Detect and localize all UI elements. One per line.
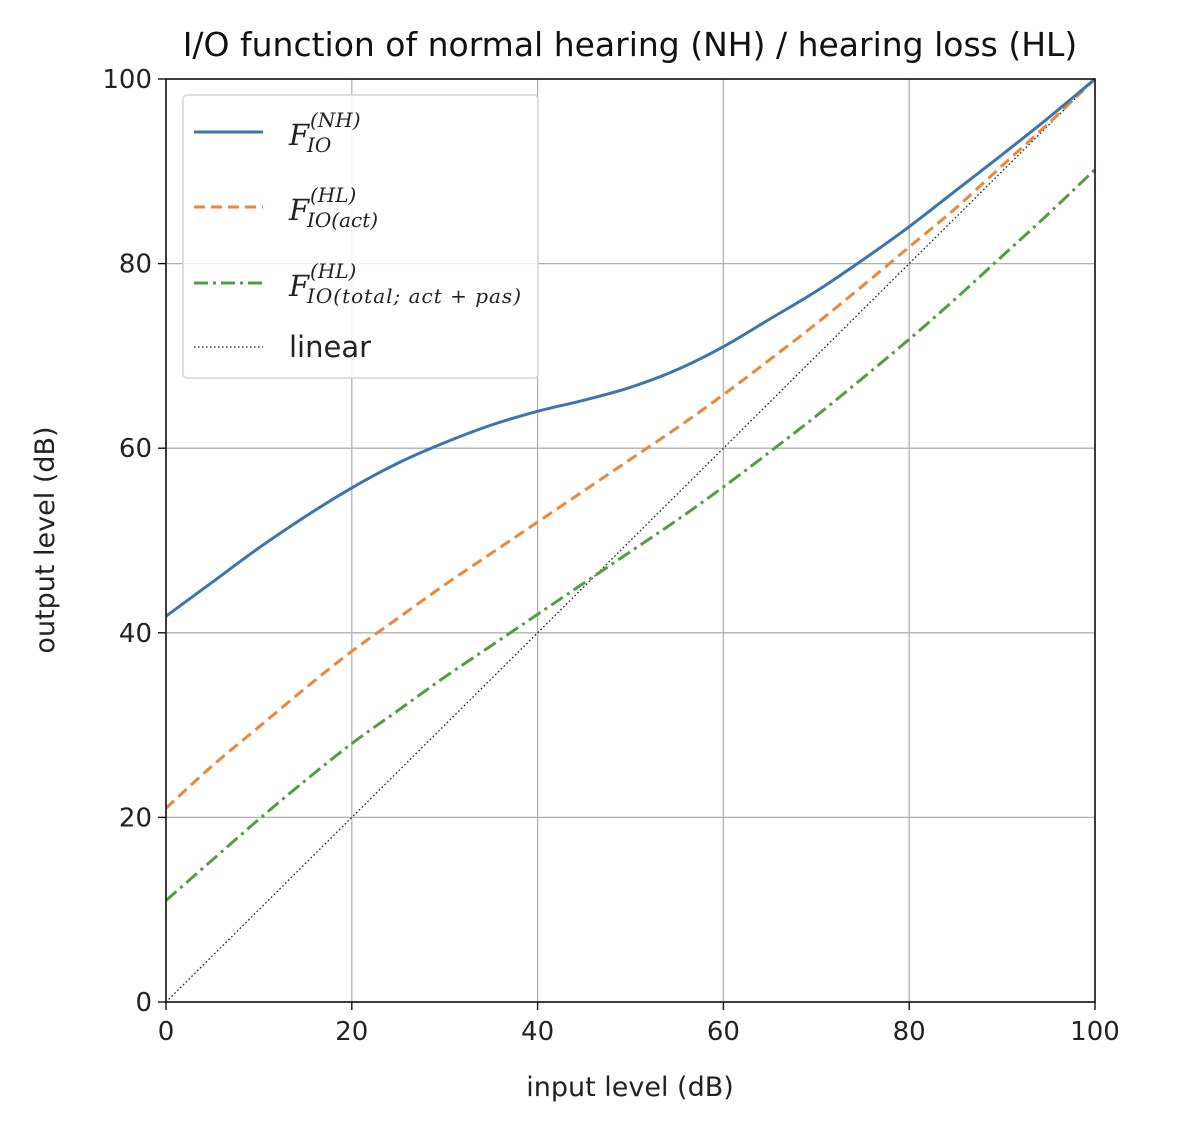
legend-superscript-2: (HL) [310, 259, 356, 283]
plot-frame [165, 78, 1096, 1003]
chart-title: I/O function of normal hearing (NH) / he… [183, 25, 1078, 64]
x-tick-label: 0 [158, 1017, 175, 1047]
ticks: 0 20 40 60 80 100 0 20 40 60 80 100 [102, 65, 1119, 1047]
legend: F (NH)IOF (HL)IO(act)F (HL)IO(total; act + … [182, 94, 539, 379]
y-tick-label: 60 [119, 434, 152, 464]
legend-subscript-1: IO(act) [306, 208, 378, 232]
x-tick-label: 100 [1070, 1017, 1120, 1047]
legend-box [182, 94, 539, 379]
legend-subscript-2: IO(total; act + pas) [306, 284, 521, 308]
x-tick-label: 40 [521, 1017, 554, 1047]
x-tick-label: 80 [893, 1017, 926, 1047]
y-tick-label: 80 [119, 250, 152, 280]
legend-label-2: F [288, 269, 310, 303]
legend-superscript-0: (NH) [310, 108, 361, 132]
y-tick-label: 100 [102, 65, 152, 95]
x-tick-label: 20 [335, 1017, 368, 1047]
series-line-0 [165, 77, 1096, 618]
series-line-2 [165, 168, 1097, 902]
legend-label-0: F [288, 118, 310, 152]
legend-subscript-0: IO [306, 133, 331, 157]
series-layer [164, 77, 1097, 1003]
y-axis-title: output level (dB) [30, 426, 61, 653]
y-tick-label: 0 [135, 988, 152, 1018]
y-tick-label: 20 [119, 803, 152, 833]
series-line-1 [164, 77, 1097, 810]
y-tick-label: 40 [119, 619, 152, 649]
legend-label-3: linear [289, 330, 371, 364]
x-tick-label: 60 [707, 1017, 740, 1047]
legend-superscript-1: (HL) [310, 183, 356, 207]
legend-label-1: F [288, 193, 310, 227]
x-axis-title: input level (dB) [526, 1072, 734, 1103]
